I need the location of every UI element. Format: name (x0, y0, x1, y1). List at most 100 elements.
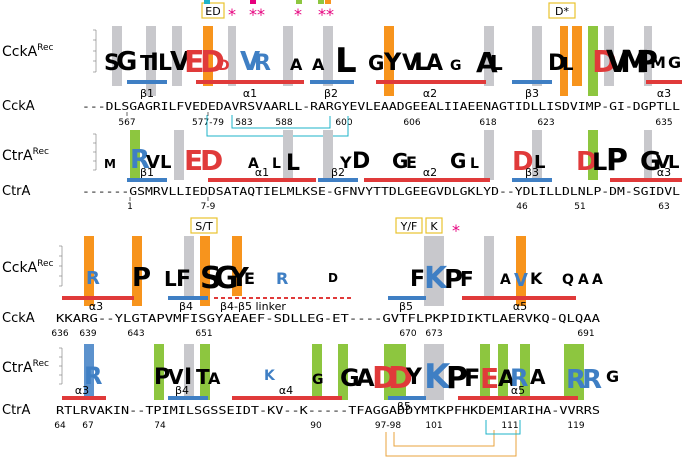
svg-text:V: V (146, 152, 160, 173)
svg-text:L: L (286, 151, 300, 176)
mark-cyan (204, 0, 210, 4)
svg-text:P: P (132, 263, 151, 293)
svg-text:M: M (104, 157, 116, 171)
svg-text:D: D (592, 45, 617, 80)
svg-text:A: A (498, 367, 515, 392)
seq-label: CckA (2, 99, 35, 114)
svg-text:A: A (500, 272, 511, 288)
mark-orange (325, 0, 331, 4)
sequence: RTLRVAKIN--TPIMILSGSSEIDT-KV--K-----TFAG… (56, 405, 600, 417)
svg-text:F: F (464, 364, 480, 392)
secondary-structure: β1 α1 β2 α2 β3 α3 (127, 80, 682, 100)
svg-text:L: L (164, 267, 177, 291)
svg-text:A: A (578, 272, 589, 288)
svg-text:β1: β1 (140, 166, 154, 179)
svg-text:R: R (510, 364, 528, 392)
mark-green-2 (318, 0, 324, 4)
motif-box-yf (395, 217, 423, 234)
svg-text:651: 651 (195, 329, 212, 339)
svg-text:583: 583 (235, 118, 252, 128)
sequence: KKARG--YLGTAPVMFISGYAEAEF-SDLLEG-ET----G… (56, 313, 601, 325)
svg-text:G: G (312, 372, 324, 388)
svg-text:V: V (168, 365, 184, 389)
sequence-logo: S G T I L V E D D V R A A L G Y V L A G … (104, 41, 681, 81)
svg-text:V: V (240, 47, 260, 77)
contact-bracket-2 (231, 115, 331, 129)
svg-text:L: L (534, 152, 545, 173)
svg-text:D: D (200, 144, 223, 177)
svg-text:L: L (160, 152, 171, 173)
sequence: ------GSMRVLLIEDDSATAQTIELMLKSE-GFNVYTTD… (82, 186, 680, 198)
contact-bracket-gold-2 (393, 430, 495, 447)
svg-text:R: R (566, 365, 586, 395)
star-4: ** (318, 5, 334, 24)
svg-text:600: 600 (335, 118, 352, 128)
svg-text:α4: α4 (279, 384, 293, 397)
svg-text:577-79: 577-79 (192, 118, 224, 128)
svg-text:K: K (264, 368, 276, 384)
svg-text:D: D (388, 361, 413, 396)
svg-text:Q: Q (562, 272, 574, 288)
svg-text:A: A (530, 365, 546, 389)
svg-text:636: 636 (51, 329, 68, 339)
contact-bracket (206, 115, 349, 137)
svg-text:643: 643 (127, 329, 144, 339)
svg-text:E: E (184, 144, 203, 177)
svg-text:E: E (406, 153, 417, 172)
motif-box-k-label: K (430, 220, 438, 233)
svg-text:111: 111 (501, 421, 518, 431)
motif-box-dstar (548, 2, 576, 19)
svg-text:V: V (656, 152, 670, 173)
svg-text:α3: α3 (75, 384, 89, 397)
svg-text:β4: β4 (179, 300, 193, 313)
svg-text:7-9: 7-9 (201, 202, 216, 212)
svg-text:R: R (276, 269, 288, 288)
svg-text:V: V (606, 45, 630, 80)
svg-text:P: P (446, 361, 468, 396)
svg-text:I: I (150, 48, 159, 76)
svg-text:I: I (184, 365, 192, 390)
panel-cckA-bottom: S/T Y/F K * CckARec R P L F S (2, 217, 603, 339)
mark-magenta (250, 0, 256, 4)
svg-text:A: A (248, 156, 259, 172)
svg-text:α3: α3 (657, 166, 671, 179)
svg-text:606: 606 (403, 118, 420, 128)
svg-text:E: E (184, 45, 205, 80)
logo-label: CtrARec (2, 147, 49, 164)
svg-text:P: P (636, 45, 658, 80)
linker-label: β4-β5 linker (220, 300, 286, 313)
svg-text:101: 101 (425, 421, 442, 431)
svg-text:β5: β5 (397, 400, 411, 413)
svg-text:G: G (450, 149, 466, 173)
logo-axis (59, 347, 63, 385)
svg-text:L: L (272, 156, 281, 172)
svg-text:G: G (214, 261, 239, 296)
logo-axis (59, 245, 63, 287)
sequence-logo: R P V I T A K G G A D D Y K P F E A R A … (84, 357, 619, 397)
svg-text:β4: β4 (175, 384, 189, 397)
svg-text:L: L (335, 41, 357, 81)
contact-bracket-cyan (485, 420, 521, 435)
svg-text:M: M (620, 45, 650, 80)
residue-numbers: 64 67 74 90 97-98 101 111 119 (54, 421, 585, 431)
svg-text:63: 63 (658, 202, 669, 212)
logo-axis (93, 29, 97, 73)
svg-text:α5: α5 (513, 300, 527, 313)
svg-text:A: A (356, 364, 375, 392)
svg-text:G: G (392, 149, 408, 173)
highlight-columns (84, 344, 584, 400)
svg-text:R: R (254, 51, 271, 76)
svg-text:α3: α3 (657, 87, 671, 100)
logo-label: CtrARec (2, 359, 49, 376)
svg-text:S: S (104, 51, 120, 76)
svg-text:K: K (530, 269, 543, 288)
svg-text:Y: Y (339, 153, 352, 172)
motif-box-yf-label: Y/F (400, 220, 418, 233)
svg-text:α1: α1 (243, 87, 257, 100)
svg-text:D: D (576, 147, 598, 177)
logo-axis (93, 133, 97, 171)
svg-text:L: L (414, 48, 429, 76)
svg-text:90: 90 (310, 421, 322, 431)
residue-numbers: 567 577-79 583 588 600 606 618 623 635 (118, 112, 673, 128)
